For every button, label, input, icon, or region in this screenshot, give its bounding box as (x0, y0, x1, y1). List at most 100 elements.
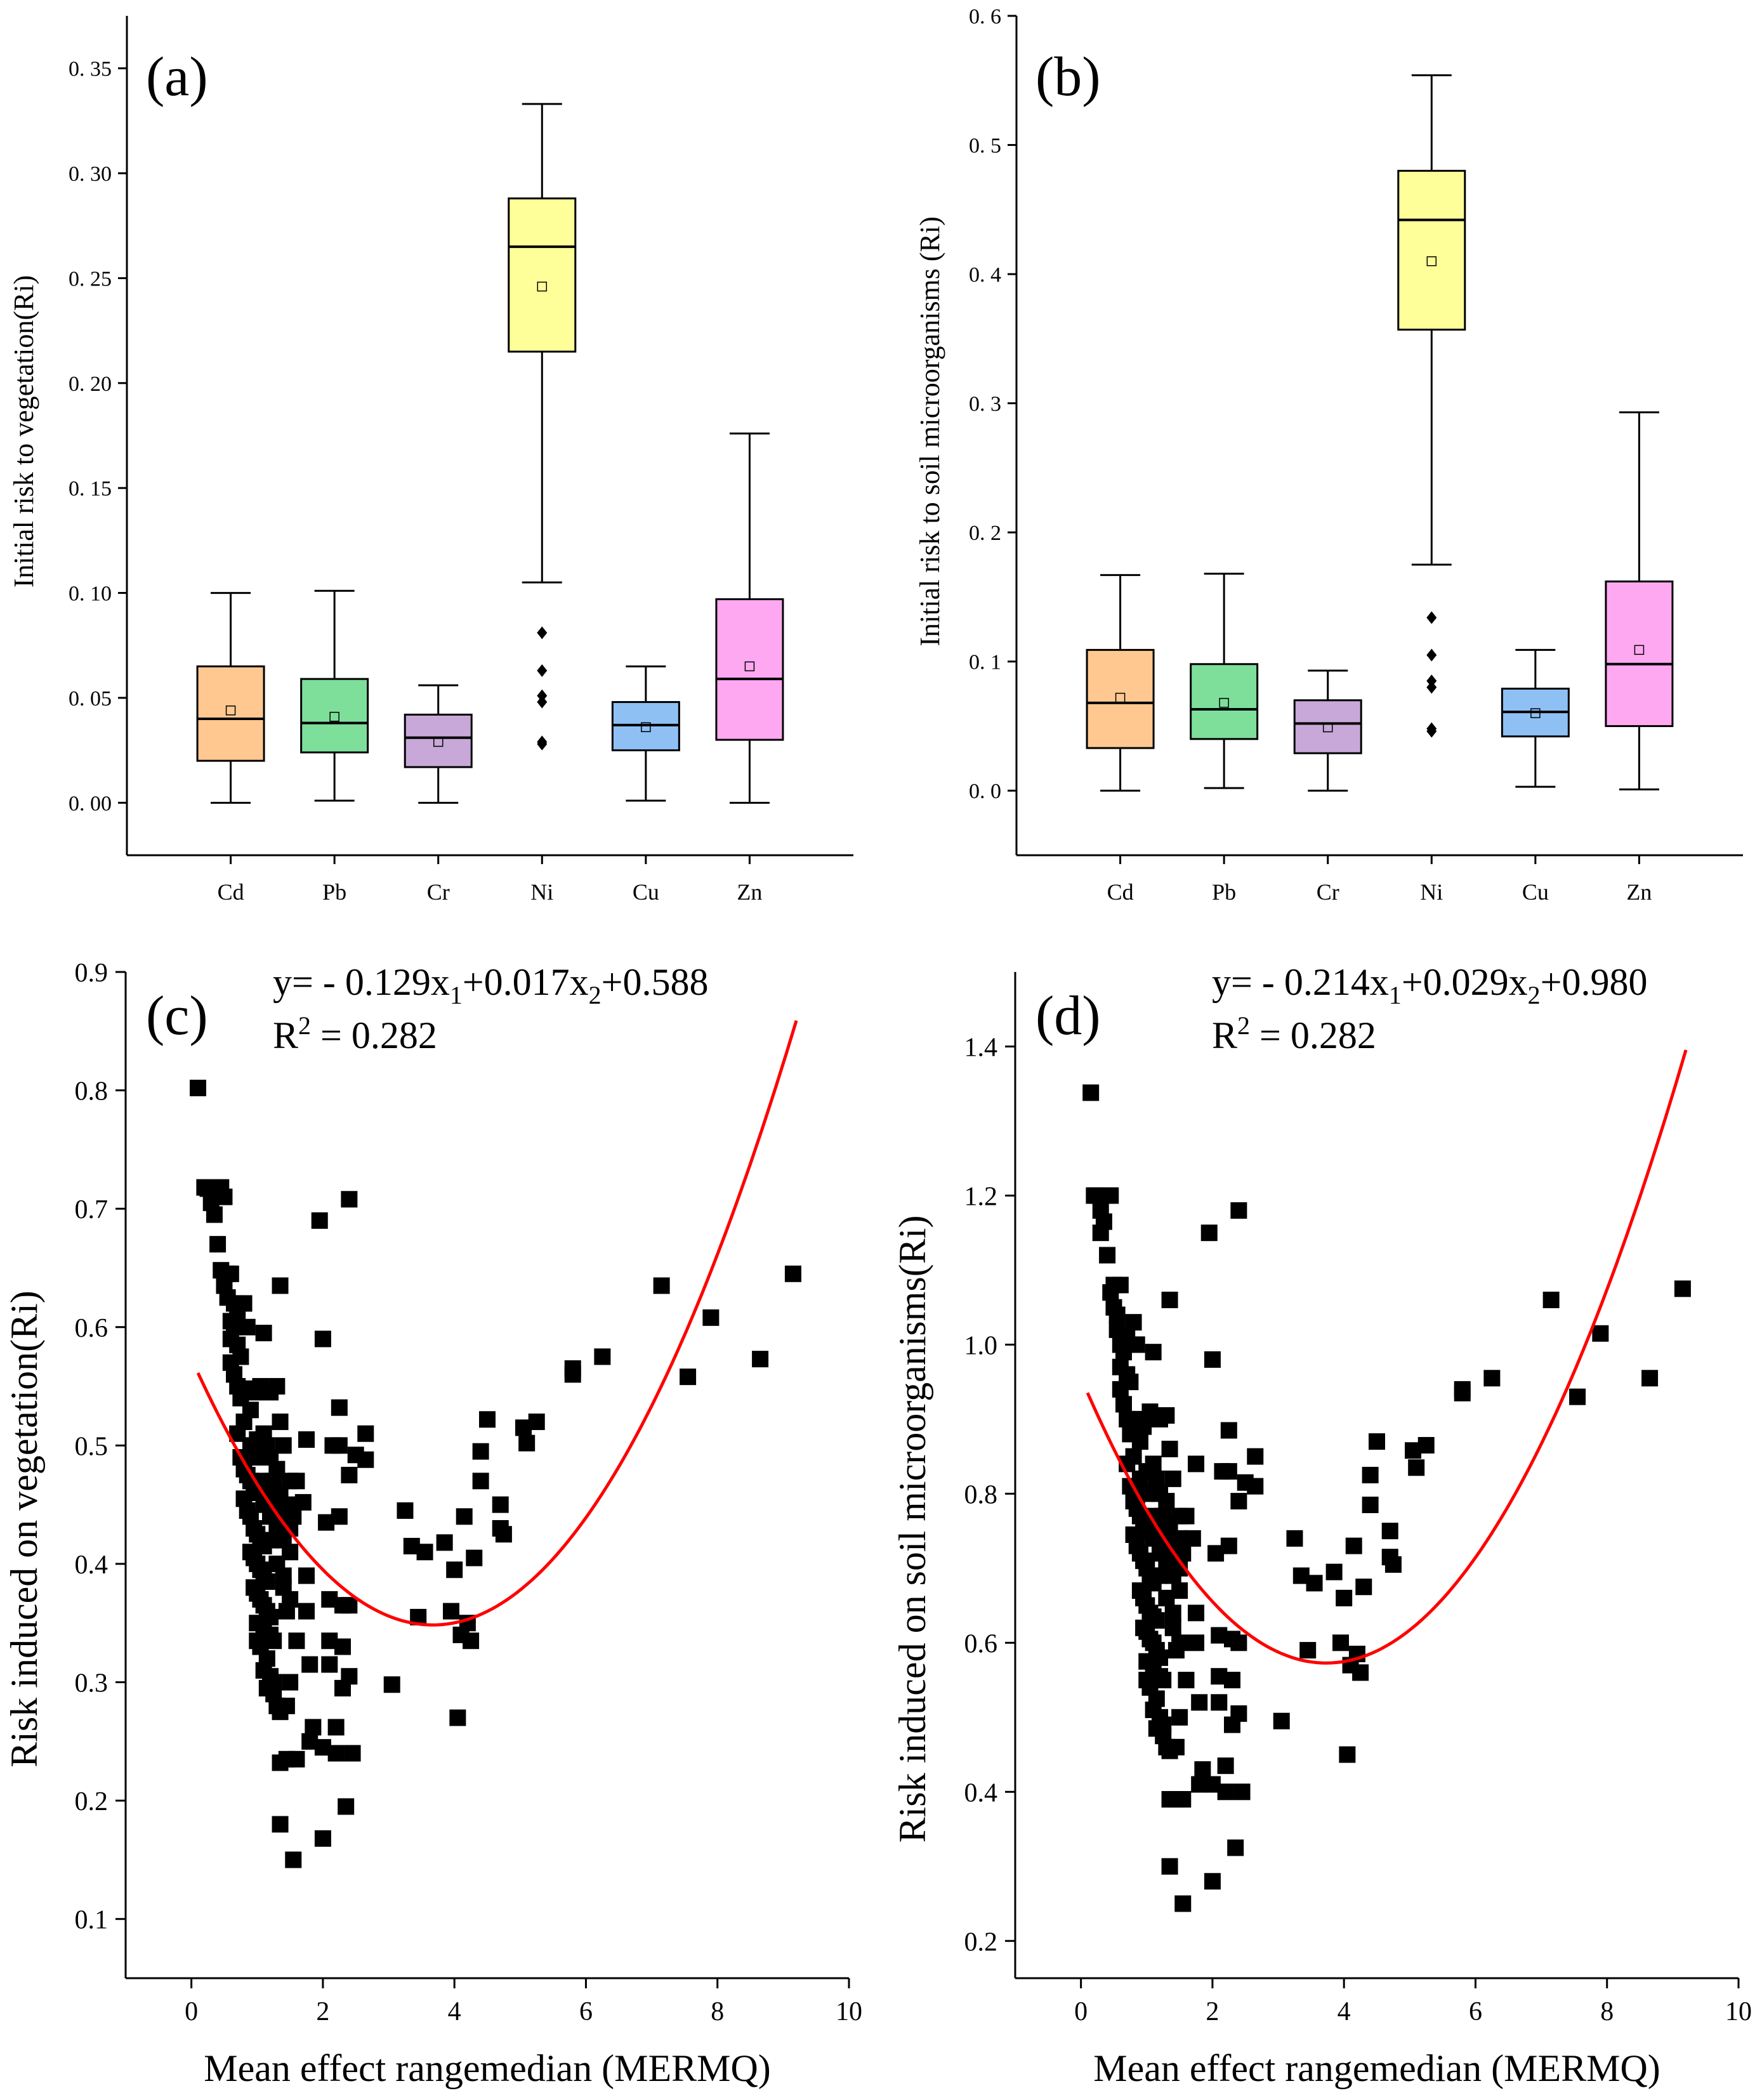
c-data-point (298, 1603, 315, 1620)
panel-c-plot: 0.1 0.2 0.3 0.4 0.5 0.6 0.7 0.8 0.9 0 2 4 6 8 10 (75, 959, 863, 2026)
panel-d-equation: y= - 0.214x1+0.029x2+0.980 (1212, 961, 1648, 1009)
b-box-Pb (1190, 663, 1259, 740)
d-data-point (1200, 1224, 1218, 1242)
c-data-point (338, 1798, 355, 1815)
d-data-point (1332, 1634, 1349, 1651)
c-data-point (222, 1265, 239, 1282)
d-data-point (1112, 1381, 1129, 1398)
d-data-point (1345, 1537, 1362, 1554)
d-data-point (1155, 1716, 1172, 1733)
d-y-tick-label: 1.4 (964, 1033, 998, 1062)
d-y-tick-label: 0.4 (964, 1778, 998, 1808)
d-data-point (1174, 1895, 1192, 1912)
b-mean-Cd (1115, 692, 1126, 703)
panel-d-r2-tail: = 0.282 (1250, 1014, 1376, 1056)
panel-c-r2: R2 = 0.282 (273, 1011, 437, 1056)
panel-a-plot: 0. 00 0. 05 0. 10 0. 15 0. 20 0. 25 0. 30 0. 35… (69, 16, 853, 905)
d-data-point (1592, 1325, 1609, 1342)
d-data-point (1220, 1422, 1237, 1439)
d-data-point (1542, 1291, 1560, 1308)
d-data-point (1230, 1493, 1247, 1510)
panel-d-eq-sub1: 1 (1389, 981, 1402, 1009)
a-box-Pb (300, 678, 369, 754)
d-data-point (1112, 1276, 1129, 1294)
d-data-point (1224, 1672, 1240, 1689)
d-x-tick-label: 2 (1206, 1997, 1219, 2026)
panel-a: (a) Initial risk to vegetation(Ri) 0. 00… (8, 16, 853, 905)
a-x-tick-label: Pb (322, 879, 346, 905)
panel-d-eq-mid: +0.029x (1402, 961, 1528, 1003)
b-y-tick-label: 0. 5 (969, 135, 1001, 158)
b-box-Cd (1086, 648, 1155, 749)
b-outlier-Ni (1426, 648, 1437, 662)
d-data-point (1339, 1746, 1356, 1763)
d-data-point (1161, 1440, 1178, 1457)
a-outlier-Ni (537, 695, 548, 709)
d-y-tick-label: 1.0 (964, 1331, 998, 1360)
d-data-point (1369, 1433, 1385, 1450)
a-mean-Cr (433, 737, 444, 747)
panel-b-ylabel: Initial risk to soil microorganisms (Ri) (914, 216, 945, 646)
a-x-tick-label: Cu (633, 879, 659, 905)
d-data-point (1483, 1370, 1501, 1387)
d-data-point (1188, 1634, 1204, 1651)
d-data-point (1247, 1448, 1264, 1465)
c-data-point (463, 1632, 480, 1650)
b-outlier-Ni (1426, 725, 1437, 738)
c-data-point (209, 1236, 227, 1253)
d-data-point (1099, 1247, 1116, 1264)
a-mean-Cd (225, 705, 236, 716)
panel-d: (d) y= - 0.214x1+0.029x2+0.980 R2 = 0.28… (891, 961, 1752, 2089)
c-data-point (594, 1348, 611, 1365)
c-data-point (653, 1277, 670, 1294)
c-data-point (466, 1549, 483, 1566)
b-box-Cr (1293, 699, 1362, 754)
c-data-point (314, 1830, 331, 1847)
c-data-point (341, 1191, 358, 1208)
c-data-point (275, 1567, 292, 1584)
panel-a-ylabel: Initial risk to vegetation(Ri) (8, 275, 39, 587)
a-outlier-Ni (537, 664, 548, 677)
c-data-point (327, 1719, 345, 1736)
d-data-point (1164, 1605, 1181, 1622)
d-data-point (1164, 1619, 1181, 1636)
a-outlier-Ni (537, 626, 548, 640)
c-data-point (216, 1188, 233, 1205)
d-data-point (1161, 1858, 1178, 1875)
d-data-point (1299, 1642, 1317, 1659)
c-y-tick-label: 0.7 (75, 1195, 108, 1224)
b-x-tick-label: Cd (1107, 879, 1134, 905)
b-y-tick-label: 0. 1 (969, 651, 1001, 674)
a-y-tick-label: 0. 10 (69, 582, 112, 606)
a-x-tick-label: Cd (218, 879, 244, 905)
d-x-tick-label: 10 (1725, 1997, 1752, 2026)
b-x-tick-label: Cu (1522, 879, 1549, 905)
c-data-point (275, 1437, 292, 1454)
d-data-point (1188, 1455, 1204, 1473)
d-x-tick-label: 6 (1469, 1997, 1482, 2026)
d-data-point (1191, 1694, 1208, 1711)
d-y-tick-label: 0.6 (964, 1629, 998, 1658)
d-data-point (1230, 1202, 1247, 1219)
panel-a-label: (a) (146, 46, 208, 108)
c-data-point (397, 1502, 414, 1519)
panel-b-plot: 0. 0 0. 1 0. 2 0. 3 0. 4 0. 5 0. 6 Cd Pb Cr Ni Cu Zn (969, 5, 1743, 905)
d-data-point (1352, 1664, 1369, 1681)
d-x-tick-label: 0 (1074, 1997, 1088, 2026)
d-data-point (1641, 1370, 1659, 1387)
c-data-point (528, 1414, 545, 1431)
c-data-point (294, 1493, 312, 1511)
d-data-point (1148, 1470, 1165, 1487)
c-y-tick-label: 0.4 (75, 1551, 108, 1580)
d-y-tick-label: 1.2 (964, 1182, 998, 1211)
c-data-point (239, 1318, 256, 1335)
d-data-point (1158, 1493, 1175, 1510)
c-x-tick-label: 2 (316, 1997, 329, 2026)
b-mean-Ni (1426, 256, 1437, 266)
a-box-Cd (196, 665, 265, 762)
a-mean-Cu (641, 722, 651, 732)
b-y-tick-label: 0. 2 (969, 522, 1001, 545)
d-data-point (1131, 1433, 1148, 1450)
d-data-point (1167, 1738, 1185, 1755)
c-data-point (262, 1532, 279, 1549)
